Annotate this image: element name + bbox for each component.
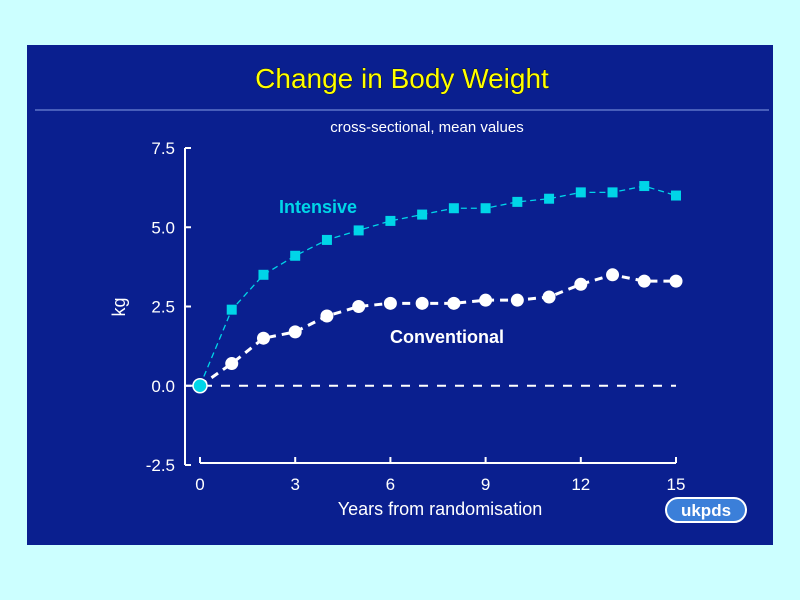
plot-area: Intensive Conventional — [185, 181, 683, 394]
conventional-point — [447, 296, 461, 310]
x-tick-label: 6 — [386, 475, 395, 494]
intensive-point — [575, 187, 586, 198]
intensive-point — [321, 234, 332, 245]
body-weight-chart: Change in Body Weight cross-sectional, m… — [35, 63, 769, 523]
conventional-series-line — [199, 273, 676, 387]
conventional-point — [637, 274, 651, 288]
ukpds-logo: ukpds — [665, 497, 747, 523]
intensive-point — [385, 215, 396, 226]
x-tick-label: 0 — [195, 475, 204, 494]
logo-text: ukpds — [681, 501, 731, 520]
intensive-point — [639, 181, 650, 192]
y-axis-label: kg — [109, 297, 129, 316]
conventional-point — [479, 293, 493, 307]
conventional-point — [542, 290, 556, 304]
intensive-point — [258, 269, 269, 280]
conventional-point — [606, 268, 620, 282]
chart-subtitle: cross-sectional, mean values — [330, 119, 523, 136]
conventional-point — [352, 300, 366, 313]
intensive-point — [544, 193, 555, 204]
intensive-point — [226, 304, 237, 315]
logo-badge — [665, 497, 747, 523]
y-tick-label: -2.5 — [146, 456, 175, 475]
conventional-point — [256, 331, 270, 345]
intensive-point — [417, 209, 428, 220]
conventional-point — [288, 325, 302, 339]
intensive-point — [448, 203, 459, 214]
intensive-series-line — [199, 185, 677, 387]
conventional-point — [574, 277, 588, 291]
conventional-point — [669, 274, 683, 288]
conventional-point — [510, 293, 524, 307]
x-tick-label: 9 — [481, 475, 490, 494]
origin-point — [192, 378, 208, 394]
y-tick-label: 5.0 — [151, 218, 175, 237]
intensive-point — [290, 250, 301, 261]
slide-panel: Change in Body Weight cross-sectional, m… — [27, 45, 773, 545]
conventional-point — [383, 296, 397, 310]
conventional-point — [415, 296, 429, 310]
intensive-point — [512, 196, 523, 207]
intensive-point — [671, 190, 681, 201]
x-tick-label: 15 — [667, 475, 686, 494]
y-tick-label: 0.0 — [151, 377, 175, 396]
axes: -2.5 0.0 2.5 5.0 7.5 0 3 6 9 12 15 — [146, 139, 686, 494]
intensive-series-label: Intensive — [279, 197, 357, 217]
intensive-point — [607, 187, 618, 198]
x-axis-label: Years from randomisation — [338, 499, 542, 519]
x-tick-label: 3 — [290, 475, 299, 494]
y-tick-label: 7.5 — [151, 139, 175, 158]
y-tick-label: 2.5 — [151, 298, 175, 317]
conventional-series-label: Conventional — [390, 327, 504, 347]
intensive-point — [480, 203, 491, 214]
x-tick-label: 12 — [571, 475, 590, 494]
conventional-point — [320, 309, 334, 323]
chart-title: Change in Body Weight — [255, 63, 549, 94]
intensive-point — [353, 225, 364, 236]
conventional-point — [225, 357, 239, 371]
